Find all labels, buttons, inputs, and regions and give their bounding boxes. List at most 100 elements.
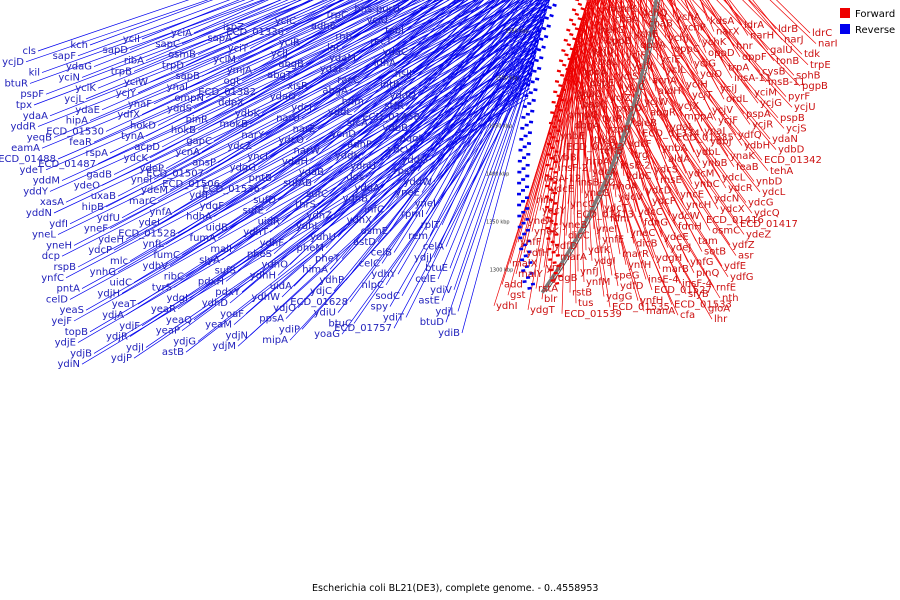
reverse-gene-label[interactable]: ECD_01506 xyxy=(162,179,220,190)
forward-gene-label[interactable]: yciG xyxy=(694,58,716,69)
forward-gene-label[interactable]: narG xyxy=(600,25,624,36)
forward-gene-label[interactable]: ECD_01533 xyxy=(674,300,732,311)
reverse-gene-label[interactable]: ydhB xyxy=(343,194,369,205)
reverse-gene-label[interactable]: yddR xyxy=(10,122,36,133)
forward-gene-label[interactable]: ydaN xyxy=(772,134,798,145)
reverse-gene-label[interactable]: ydeM xyxy=(141,185,168,196)
reverse-gene-label[interactable]: ydcK xyxy=(124,153,149,164)
reverse-gene-label[interactable]: ydjM xyxy=(212,341,236,352)
reverse-gene-label[interactable]: ldhA xyxy=(374,58,396,69)
forward-gene-label[interactable]: yneA xyxy=(528,216,553,227)
reverse-gene-label[interactable]: adhE xyxy=(311,21,336,32)
forward-gene-label[interactable]: fdnI xyxy=(610,213,629,224)
reverse-gene-label[interactable]: sapB xyxy=(175,71,200,82)
reverse-gene-label[interactable]: acpD xyxy=(134,142,160,153)
reverse-gene-label[interactable]: ddpX xyxy=(218,98,244,109)
reverse-gene-label[interactable]: stfR xyxy=(384,101,404,112)
forward-gene-label[interactable]: ycjS xyxy=(786,123,807,134)
forward-gene-label[interactable]: ydfD xyxy=(620,281,644,292)
reverse-gene-label[interactable]: ECD_01530 xyxy=(46,126,104,137)
reverse-gene-label[interactable]: pdxY xyxy=(215,287,241,298)
reverse-gene-label[interactable]: yeaQ xyxy=(166,315,192,326)
reverse-gene-label[interactable]: yciI xyxy=(123,34,140,45)
reverse-gene-label[interactable]: ydfJ xyxy=(189,190,208,201)
reverse-gene-label[interactable]: ompN xyxy=(174,93,204,104)
reverse-gene-label[interactable]: trpC xyxy=(327,10,348,21)
reverse-gene-label[interactable]: yoaG xyxy=(314,329,340,340)
reverse-gene-label[interactable]: yeaS xyxy=(59,305,84,316)
forward-gene-label[interactable]: speG xyxy=(614,270,639,281)
forward-gene-label[interactable]: ydfG xyxy=(730,272,754,283)
forward-gene-label[interactable]: ycjT xyxy=(692,90,713,101)
forward-gene-label[interactable]: galU xyxy=(770,45,793,56)
reverse-gene-label[interactable]: yeaR xyxy=(151,304,176,315)
reverse-gene-label[interactable]: sapA xyxy=(207,33,232,44)
reverse-feature-arrow[interactable] xyxy=(534,77,540,81)
forward-gene-label[interactable]: ydbJ xyxy=(710,137,732,148)
reverse-gene-label[interactable]: pheM xyxy=(297,243,324,254)
forward-gene-label[interactable]: ldrC xyxy=(812,28,832,39)
forward-gene-label[interactable]: trpA xyxy=(728,62,749,73)
reverse-gene-label[interactable]: yddM xyxy=(33,176,60,187)
reverse-gene-label[interactable]: rspB xyxy=(53,262,76,273)
reverse-gene-label[interactable]: ynel xyxy=(131,174,152,185)
forward-gene-label[interactable]: oppC xyxy=(674,44,700,55)
reverse-gene-label[interactable]: rem xyxy=(408,231,428,242)
reverse-gene-label[interactable]: yeqB xyxy=(27,132,52,143)
reverse-gene-label[interactable]: yneE xyxy=(395,188,420,199)
reverse-gene-label[interactable]: cls xyxy=(23,46,37,57)
forward-gene-label[interactable]: cysB xyxy=(762,66,786,77)
forward-gene-label[interactable]: ynfH xyxy=(640,296,663,307)
reverse-gene-label[interactable]: yciU xyxy=(366,15,388,26)
reverse-gene-label[interactable]: yneH xyxy=(46,240,72,251)
reverse-gene-label[interactable]: yneJ xyxy=(415,198,436,209)
forward-gene-label[interactable]: rimL xyxy=(536,195,559,206)
reverse-gene-label[interactable]: ynaF xyxy=(128,99,152,110)
reverse-gene-label[interactable]: yddW xyxy=(403,177,432,188)
forward-gene-label[interactable]: yciM xyxy=(754,88,777,99)
forward-gene-label[interactable]: ECD_01335 xyxy=(676,133,734,144)
forward-gene-label[interactable]: fdnH xyxy=(678,221,702,232)
reverse-gene-label[interactable]: ynhG xyxy=(90,267,116,278)
forward-gene-label[interactable]: hemK xyxy=(608,4,637,15)
reverse-gene-label[interactable]: sufC xyxy=(306,189,328,200)
reverse-gene-label[interactable]: ydjE xyxy=(55,338,76,349)
reverse-feature-arrow[interactable] xyxy=(539,56,544,60)
forward-gene-label[interactable]: nhoA xyxy=(612,182,638,193)
forward-gene-label[interactable]: ydeZ xyxy=(746,229,771,240)
forward-gene-label[interactable]: ECD_01539 xyxy=(564,309,622,320)
forward-gene-label[interactable]: dicC xyxy=(568,231,590,242)
forward-gene-label[interactable]: yciO xyxy=(700,69,722,80)
forward-gene-label[interactable]: tdk xyxy=(804,49,820,60)
reverse-gene-label[interactable]: eamA xyxy=(11,143,40,154)
reverse-gene-label[interactable]: kch xyxy=(70,40,88,51)
reverse-gene-label[interactable]: ydhD xyxy=(202,298,229,309)
forward-gene-label[interactable]: yneB xyxy=(562,220,587,231)
reverse-gene-label[interactable]: hokD xyxy=(130,120,156,131)
reverse-gene-label[interactable]: ydhV xyxy=(143,261,169,272)
forward-gene-label[interactable]: ychE xyxy=(634,29,658,40)
reverse-gene-label[interactable]: yneL xyxy=(32,230,56,241)
forward-gene-label[interactable]: sotB xyxy=(704,247,726,258)
reverse-gene-label[interactable]: hipA xyxy=(66,116,88,127)
forward-gene-label[interactable]: trkG xyxy=(594,135,616,146)
reverse-feature-arrow[interactable] xyxy=(549,13,554,18)
reverse-gene-label[interactable]: xisR xyxy=(287,81,308,92)
forward-gene-label[interactable]: yneI xyxy=(596,224,617,235)
forward-gene-label[interactable]: pspE xyxy=(590,78,614,89)
forward-gene-label[interactable]: narH xyxy=(750,31,774,42)
forward-gene-label[interactable]: hrpA xyxy=(586,156,610,167)
reverse-gene-label[interactable]: spy xyxy=(371,302,389,313)
reverse-gene-label[interactable]: ydfU xyxy=(97,213,120,224)
reverse-gene-label[interactable]: celB xyxy=(371,248,392,259)
reverse-gene-label[interactable]: ynaI xyxy=(167,82,188,93)
forward-gene-label[interactable]: yncE xyxy=(680,190,704,201)
forward-gene-label[interactable]: ycjV xyxy=(712,105,733,116)
forward-gene-label[interactable]: ydcL xyxy=(722,172,746,183)
reverse-gene-label[interactable]: pdxH xyxy=(198,276,224,287)
forward-gene-label[interactable]: ydfD xyxy=(554,241,578,252)
reverse-gene-label[interactable]: adhP xyxy=(347,140,372,151)
reverse-gene-label[interactable]: sodC xyxy=(375,291,400,302)
reverse-gene-label[interactable]: ydiB xyxy=(438,328,460,339)
forward-gene-label[interactable]: ECD_01413 xyxy=(576,209,634,220)
